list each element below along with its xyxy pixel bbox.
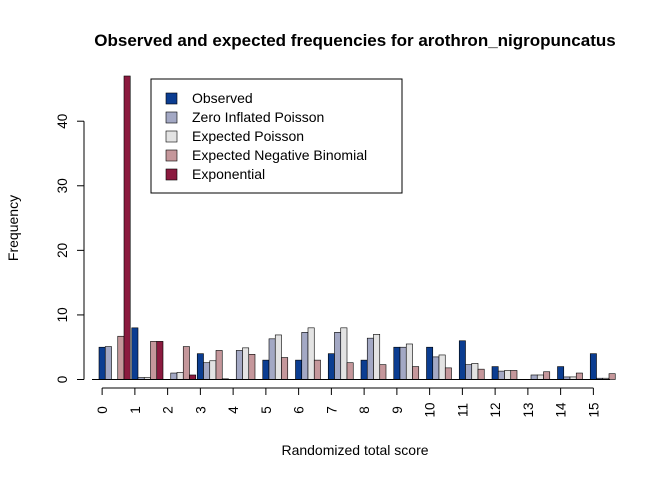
x-tick-label: 5 — [259, 406, 274, 414]
bar-2-7 — [340, 327, 348, 380]
bar-3-8 — [379, 364, 387, 380]
bar-3-3 — [215, 350, 223, 380]
bar-2-8 — [373, 333, 381, 380]
y-tick-label: 20 — [55, 243, 70, 258]
bar-2-13 — [536, 374, 544, 380]
bar-0-6 — [295, 359, 303, 380]
bar-1-2 — [170, 372, 178, 380]
bar-1-3 — [203, 362, 211, 380]
bar-3-1 — [150, 341, 158, 380]
y-axis-label: Frequency — [5, 195, 21, 261]
legend-swatch — [165, 168, 178, 181]
bar-0-14 — [557, 366, 565, 380]
bar-3-15 — [608, 373, 616, 380]
bar-2-10 — [438, 354, 446, 380]
bar-0-8 — [360, 359, 368, 380]
x-tick-label: 12 — [488, 402, 503, 417]
x-tick-label: 7 — [324, 406, 339, 414]
bar-2-3 — [209, 360, 217, 380]
bar-4-0 — [123, 75, 131, 380]
bar-1-5 — [268, 338, 276, 380]
x-tick-label: 2 — [161, 406, 176, 414]
legend-swatch — [165, 111, 178, 124]
bar-0-12 — [491, 366, 499, 380]
bar-2-11 — [471, 363, 479, 380]
bar-2-12 — [504, 370, 512, 380]
bar-0-1 — [131, 327, 139, 380]
bar-3-5 — [281, 357, 289, 380]
bar-0-3 — [196, 353, 204, 380]
x-tick-label: 8 — [357, 406, 372, 414]
bar-3-4 — [248, 354, 256, 380]
x-tick-label: 3 — [193, 406, 208, 414]
legend-label: Expected Negative Binomial — [192, 147, 367, 163]
y-tick-label: 30 — [55, 178, 70, 193]
bar-2-2 — [176, 372, 184, 380]
bar-2-9 — [405, 343, 413, 380]
bar-3-7 — [346, 362, 354, 380]
bar-1-4 — [235, 350, 243, 380]
bar-1-11 — [465, 364, 473, 380]
x-tick-label: 10 — [423, 402, 438, 417]
bar-0-10 — [426, 346, 434, 380]
bar-1-12 — [497, 370, 505, 380]
bar-2-5 — [274, 334, 282, 380]
bar-3-0 — [117, 335, 125, 380]
legend-label: Observed — [192, 90, 253, 106]
legend-swatch — [165, 130, 178, 143]
x-tick-label: 1 — [128, 406, 143, 414]
bar-2-4 — [242, 347, 250, 380]
legend-label: Exponential — [192, 166, 265, 182]
bar-0-7 — [327, 353, 335, 380]
y-tick-label: 40 — [55, 114, 70, 129]
bar-3-14 — [575, 372, 583, 380]
y-tick-label: 10 — [55, 307, 70, 322]
bar-3-2 — [182, 346, 190, 380]
bar-4-1 — [156, 341, 164, 380]
legend-label: Expected Poisson — [192, 128, 304, 144]
bar-0-15 — [589, 353, 597, 380]
bar-3-6 — [313, 359, 321, 380]
x-tick-label: 11 — [455, 403, 470, 417]
y-tick-label: 0 — [55, 376, 70, 384]
bar-1-8 — [366, 337, 374, 380]
x-tick-label: 6 — [292, 406, 307, 414]
x-axis: 0 1 2 3 4 5 6 7 8 9 10 11 12 13 14 15 — [92, 379, 610, 418]
bar-0-0 — [98, 346, 106, 380]
bar-3-13 — [543, 371, 551, 380]
bar-1-9 — [399, 346, 407, 380]
bar-1-13 — [530, 374, 538, 380]
legend-box — [150, 78, 403, 194]
x-tick-label: 0 — [95, 406, 110, 414]
bar-1-10 — [432, 356, 440, 380]
chart-title: Observed and expected frequencies for ar… — [94, 31, 615, 50]
legend: Observed Zero Inflated Poisson Expected Po… — [150, 78, 403, 194]
x-tick-label: 4 — [226, 406, 241, 414]
x-tick-label: 9 — [390, 406, 405, 414]
bar-0-9 — [393, 346, 401, 380]
bar-3-10 — [444, 367, 452, 380]
x-axis-label: Randomized total score — [281, 442, 428, 458]
bars-layer — [98, 75, 616, 380]
bar-3-9 — [412, 366, 420, 380]
legend-swatch — [165, 92, 178, 105]
x-tick-label: 14 — [554, 402, 569, 418]
y-axis: 0 10 20 30 40 — [55, 114, 85, 384]
x-tick-label: 15 — [586, 402, 601, 417]
x-tick-label: 13 — [521, 402, 536, 417]
bar-2-6 — [307, 327, 315, 380]
legend-label: Zero Inflated Poisson — [192, 109, 324, 125]
bar-1-0 — [104, 346, 112, 380]
bar-1-7 — [334, 332, 342, 380]
bar-3-11 — [477, 368, 485, 380]
legend-swatch — [165, 149, 178, 162]
bar-4-2 — [189, 374, 197, 380]
bar-0-5 — [262, 359, 270, 380]
bar-1-6 — [301, 332, 309, 380]
bar-3-12 — [510, 370, 518, 380]
bar-0-11 — [458, 340, 466, 380]
